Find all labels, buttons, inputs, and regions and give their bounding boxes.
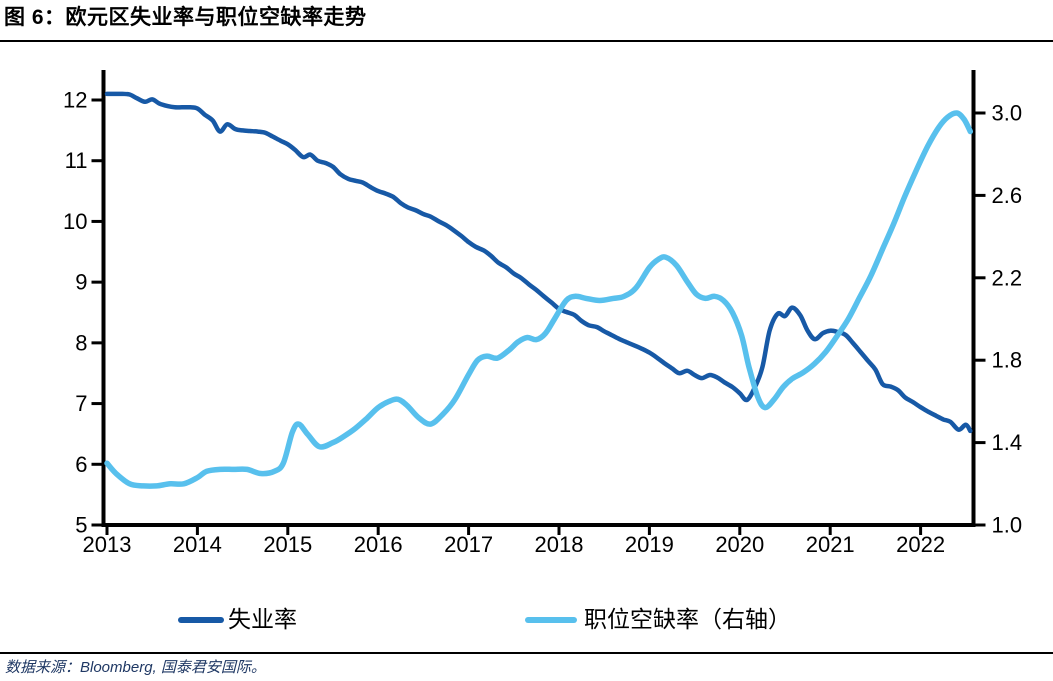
- x-tick-label: 2019: [625, 532, 674, 557]
- unemployment-legend-label: 失业率: [228, 607, 297, 632]
- y-right-tick-label: 3.0: [992, 101, 1023, 126]
- unemployment-line: [104, 91, 973, 434]
- unemployment-legend-swatch: [178, 617, 224, 623]
- y-left-tick-label: 12: [63, 88, 87, 113]
- y-left-tick-label: 8: [75, 330, 87, 355]
- vacancy-legend-swatch: [525, 617, 577, 623]
- y-left-tick-label: 9: [75, 270, 87, 295]
- vacancy-line: [104, 110, 974, 489]
- figure-title: 图 6：欧元区失业率与职位空缺率走势: [4, 6, 367, 29]
- y-right-tick-label: 1.4: [992, 430, 1023, 455]
- chart-area: 5 6 7 8 9 10 11 12 1.0 1.4 1.8 2.2 2.6 3.0 2013 2014 201…: [63, 70, 1023, 557]
- x-tick-label: 2022: [896, 532, 945, 557]
- y-right-tick-label: 1.0: [992, 513, 1023, 538]
- y-right-tick-label: 2.6: [992, 183, 1023, 208]
- x-tick-label: 2020: [715, 532, 764, 557]
- footer-divider: [0, 652, 1053, 654]
- y-left-tick-label: 10: [63, 209, 87, 234]
- x-tick-label: 2013: [83, 532, 132, 557]
- title-divider: [0, 40, 1053, 42]
- y-left-tick-label: 5: [75, 513, 87, 538]
- x-tick-label: 2017: [444, 532, 493, 557]
- y-left-tick-label: 6: [75, 452, 87, 477]
- vacancy-legend-label: 职位空缺率（右轴）: [584, 607, 791, 632]
- x-tick-label: 2018: [535, 532, 584, 557]
- y-right-tick-label: 2.2: [992, 265, 1023, 290]
- x-tick-label: 2021: [806, 532, 855, 557]
- data-source-note: 数据来源：Bloomberg, 国泰君安国际。: [5, 659, 266, 676]
- chart-legend: 失业率 职位空缺率（右轴）: [0, 604, 1053, 636]
- y-left-tick-label: 7: [75, 391, 87, 416]
- y-right-tick-label: 1.8: [992, 348, 1023, 373]
- x-tick-label: 2016: [354, 532, 403, 557]
- line-chart-canvas: 5 6 7 8 9 10 11 12 1.0 1.4 1.8 2.2 2.6 3.0 2013 2014 201…: [63, 70, 1023, 557]
- y-left-tick-label: 11: [65, 148, 88, 173]
- x-tick-label: 2014: [173, 532, 222, 557]
- x-tick-label: 2015: [263, 532, 312, 557]
